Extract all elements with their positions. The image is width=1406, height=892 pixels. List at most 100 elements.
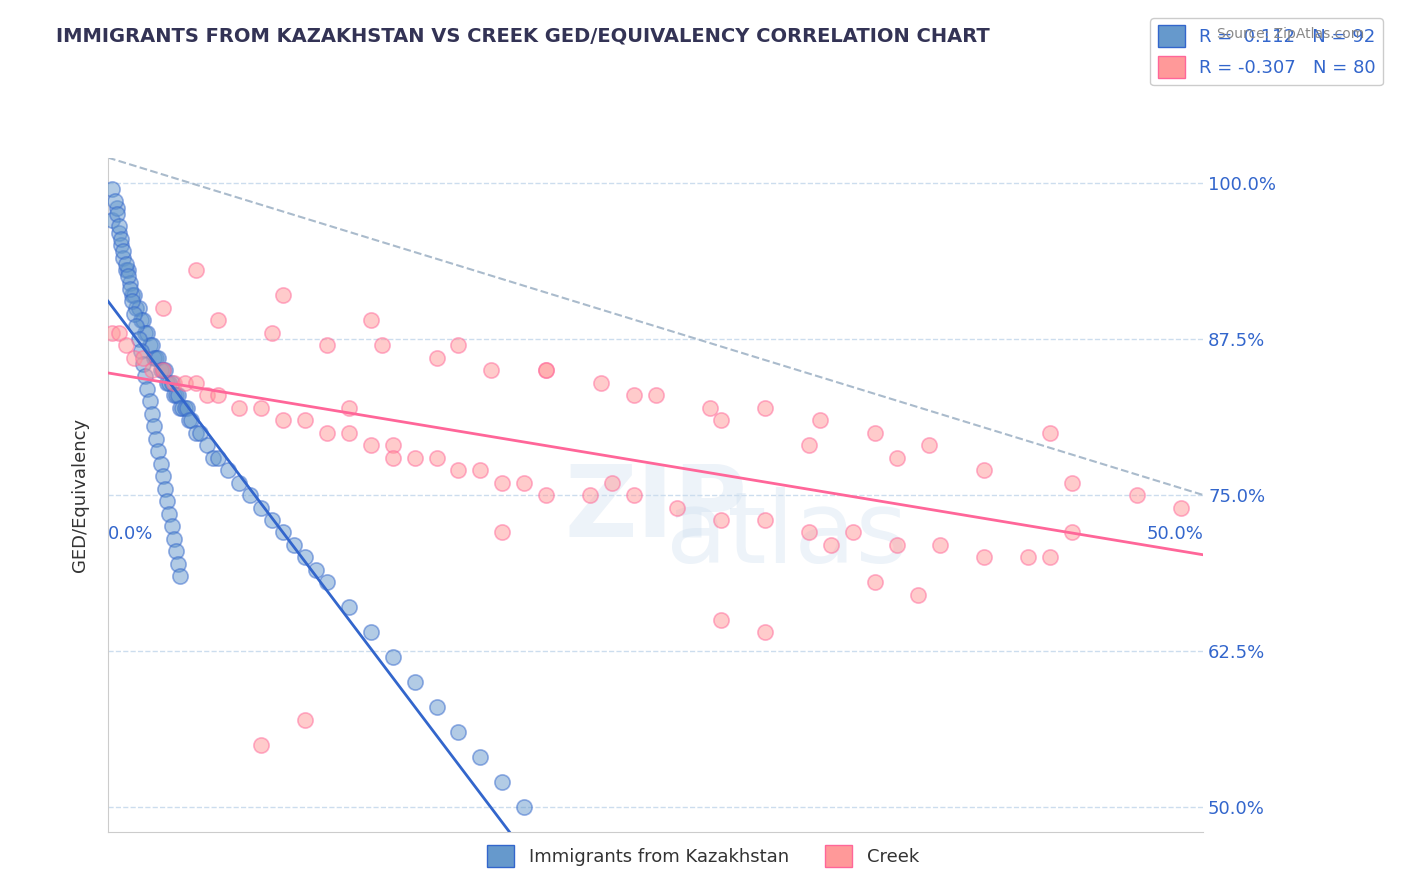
Point [152, 469, 174, 483]
Point [666, 500, 689, 515]
Point [404, 450, 426, 465]
Point [271, 413, 294, 427]
Point [239, 488, 262, 502]
Text: ZIP: ZIP [564, 460, 747, 557]
Point [534, 363, 557, 377]
Point [316, 575, 339, 590]
Point [153, 363, 176, 377]
Point [360, 438, 382, 452]
Point [143, 351, 166, 365]
Point [101, 182, 124, 196]
Point [138, 338, 160, 352]
Point [145, 351, 167, 365]
Point [381, 438, 404, 452]
Point [491, 475, 513, 490]
Legend: R =  0.112   N = 92, R = -0.307   N = 80: R = 0.112 N = 92, R = -0.307 N = 80 [1150, 18, 1384, 86]
Point [579, 488, 602, 502]
Point [134, 326, 156, 340]
Point [108, 219, 131, 234]
Point [534, 363, 557, 377]
Point [117, 263, 139, 277]
Point [754, 625, 776, 640]
Point [180, 413, 202, 427]
Point [808, 413, 831, 427]
Text: 0.0%: 0.0% [108, 525, 153, 543]
Point [138, 394, 160, 409]
Point [152, 363, 174, 377]
Point [1060, 525, 1083, 540]
Point [184, 263, 207, 277]
Point [1170, 500, 1192, 515]
Point [163, 388, 186, 402]
Point [157, 507, 180, 521]
Point [124, 307, 146, 321]
Point [145, 432, 167, 446]
Point [132, 351, 155, 365]
Point [425, 351, 447, 365]
Point [479, 363, 502, 377]
Point [121, 294, 143, 309]
Point [195, 388, 218, 402]
Point [125, 301, 148, 315]
Point [202, 450, 225, 465]
Point [228, 475, 250, 490]
Text: atlas: atlas [666, 487, 908, 584]
Point [141, 363, 163, 377]
Point [360, 625, 382, 640]
Point [1039, 425, 1062, 440]
Point [294, 413, 316, 427]
Point [1126, 488, 1149, 502]
Point [337, 425, 360, 440]
Point [129, 313, 152, 327]
Point [156, 494, 179, 508]
Point [163, 532, 186, 546]
Point [250, 401, 273, 415]
Point [110, 232, 132, 246]
Point [425, 700, 447, 714]
Point [207, 450, 229, 465]
Point [101, 326, 124, 340]
Point [128, 301, 150, 315]
Point [918, 438, 941, 452]
Point [534, 488, 557, 502]
Point [841, 525, 863, 540]
Point [110, 238, 132, 252]
Point [797, 525, 820, 540]
Point [129, 344, 152, 359]
Point [228, 401, 250, 415]
Point [1017, 550, 1039, 565]
Point [184, 376, 207, 390]
Point [863, 425, 886, 440]
Point [283, 538, 305, 552]
Point [623, 388, 645, 402]
Point [491, 775, 513, 789]
Point [136, 382, 159, 396]
Point [513, 800, 536, 814]
Point [973, 463, 995, 477]
Point [1060, 475, 1083, 490]
Point [173, 401, 195, 415]
Point [165, 544, 187, 558]
Point [305, 563, 328, 577]
Point [262, 326, 284, 340]
Point [710, 413, 733, 427]
Text: IMMIGRANTS FROM KAZAKHSTAN VS CREEK GED/EQUIVALENCY CORRELATION CHART: IMMIGRANTS FROM KAZAKHSTAN VS CREEK GED/… [56, 27, 990, 45]
Point [169, 569, 191, 583]
Point [337, 401, 360, 415]
Point [973, 550, 995, 565]
Point [163, 376, 186, 390]
Point [141, 338, 163, 352]
Point [165, 388, 187, 402]
Point [699, 401, 721, 415]
Point [101, 213, 124, 227]
Point [907, 588, 929, 602]
Point [710, 513, 733, 527]
Point [114, 338, 136, 352]
Point [143, 419, 166, 434]
Point [188, 425, 211, 440]
Point [136, 326, 159, 340]
Point [404, 675, 426, 690]
Point [118, 282, 141, 296]
Point [132, 357, 155, 371]
Point [125, 319, 148, 334]
